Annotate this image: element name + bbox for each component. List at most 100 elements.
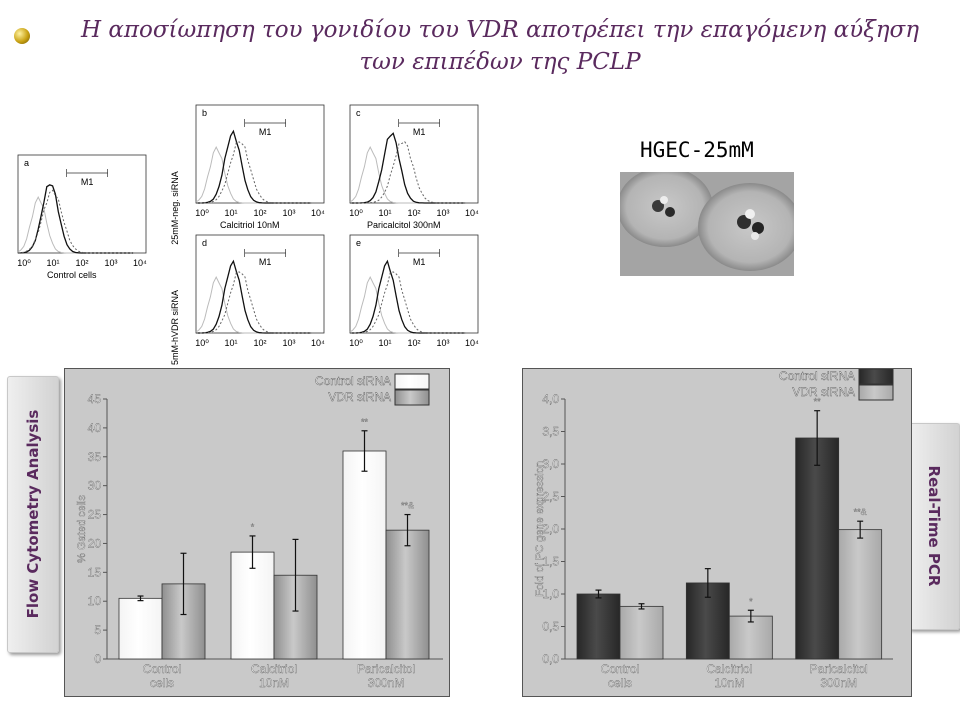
bar-vdr-sirna <box>385 529 430 660</box>
histogram-curve-dark <box>350 259 466 334</box>
histogram-frame <box>349 104 479 204</box>
y-tick-label: 3,0 <box>542 457 559 471</box>
significance-mark: **& <box>854 507 867 517</box>
y-tick-label: 30 <box>88 479 102 493</box>
histogram-x-tick: 10⁰ <box>195 338 209 348</box>
gate-label: M1 <box>81 177 94 187</box>
histogram-x-tick: 10³ <box>282 208 295 218</box>
legend-label: VDR siRNA <box>792 385 855 399</box>
histogram-curve-dotted <box>350 271 466 334</box>
y-tick-label: 2,5 <box>542 490 559 504</box>
histogram-curve-dark <box>17 184 134 254</box>
x-category-label: Paricalcitol <box>810 662 868 676</box>
gate-label: M1 <box>259 257 272 267</box>
legend-swatch <box>394 389 430 406</box>
gene-expression-chart: 0,0 0,5 1,0 1,5 2,0 2,5 3,0 3,5 4,0 Fold of PC ge… <box>534 368 894 690</box>
histogram-x-tick: 10⁴ <box>133 258 147 268</box>
x-category-label: cells <box>150 676 174 690</box>
y-tick-label: 45 <box>88 392 102 406</box>
histogram-panel-letter: a <box>24 158 29 168</box>
histogram-caption: Paricalcitol 300nM <box>367 220 441 230</box>
y-tick-label: 1,5 <box>542 555 559 569</box>
histogram-panel-letter: b <box>202 108 207 118</box>
y-tick-label: 40 <box>88 421 102 435</box>
flow-chart-panel: 0 5 10 15 20 25 30 35 40 45 % Gated cells Control ce… <box>64 368 450 697</box>
histogram-curve-dotted <box>196 271 312 334</box>
y-tick-label: 15 <box>88 565 102 579</box>
bar-control-sirna <box>576 593 621 660</box>
legend-label: Control siRNA <box>779 369 855 383</box>
slide-title-line-2: των επιπέδων της PCLP <box>359 49 641 75</box>
y-tick-label: 2,0 <box>542 522 559 536</box>
histogram-frame <box>195 234 325 334</box>
histogram-x-tick: 10¹ <box>46 258 59 268</box>
histogram-curve-dotted <box>350 141 466 204</box>
bar-vdr-sirna <box>619 605 664 660</box>
x-category-label: cells <box>608 676 632 690</box>
realtime-pcr-tab: Real-Time PCR <box>908 423 960 630</box>
bar-control-sirna <box>795 437 840 660</box>
slide-title-line-1: Η αποσίωπηση του γονιδίου του VDR αποτρέ… <box>80 17 920 43</box>
histogram-x-tick: 10² <box>407 338 420 348</box>
x-category-label: Paricalcitol <box>357 662 415 676</box>
y-tick-label: 25 <box>88 508 102 522</box>
histogram-x-tick: 10⁰ <box>349 208 363 218</box>
x-category-label: 10nM <box>714 676 744 690</box>
significance-mark: **& <box>401 501 414 511</box>
histogram-x-tick: 10³ <box>104 258 117 268</box>
gated-cells-chart: 0 5 10 15 20 25 30 35 40 45 % Gated cells Controlce… <box>76 373 443 690</box>
histogram-frame <box>349 234 479 334</box>
histogram-x-tick: 10³ <box>436 208 449 218</box>
legend-label: VDR siRNA <box>328 390 391 404</box>
histogram-caption: Calcitriol 10nM <box>220 220 280 230</box>
x-category-label: Control <box>601 662 640 676</box>
histogram-curve-light <box>349 275 466 334</box>
y-tick-label: 10 <box>88 594 102 608</box>
bar-control-sirna <box>118 597 163 660</box>
y-tick-label: 0,0 <box>542 652 559 666</box>
histogram-row-label-bottom: 25mM-hVDR siRNA <box>170 290 180 365</box>
x-category-label: 300nM <box>368 676 405 690</box>
bar-vdr-sirna <box>838 529 883 660</box>
histogram-curve-light <box>195 145 312 204</box>
flow-cytometry-tab: Flow Cytometry Analysis <box>7 376 59 653</box>
histogram-x-tick: 10³ <box>436 338 449 348</box>
bullet-icon <box>14 28 30 44</box>
histogram-x-tick: 10¹ <box>224 208 237 218</box>
histogram-x-tick: 10⁰ <box>17 258 31 268</box>
y-tick-label: 4,0 <box>542 392 559 406</box>
x-category-label: 10nM <box>259 676 289 690</box>
legend-swatch <box>858 368 894 385</box>
legend-swatch <box>394 373 430 390</box>
histogram-curve-dark <box>196 259 312 334</box>
histogram-x-tick: 10³ <box>282 338 295 348</box>
histogram-curve-light <box>17 195 134 254</box>
legend-swatch <box>858 384 894 401</box>
pcr-chart-panel: 0,0 0,5 1,0 1,5 2,0 2,5 3,0 3,5 4,0 Fold of PC ge… <box>522 368 912 697</box>
histogram-x-tick: 10¹ <box>378 338 391 348</box>
significance-mark: * <box>749 596 753 606</box>
legend-label: Control siRNA <box>315 374 391 388</box>
histogram-x-tick: 10² <box>253 338 266 348</box>
y-tick-label: 20 <box>88 536 102 550</box>
realtime-pcr-tab-label: Real-Time PCR <box>925 465 943 587</box>
x-category-label: Calcitriol <box>251 662 297 676</box>
histogram-row-label-top: 25mM-neg. siRNA <box>170 171 180 245</box>
histogram-x-tick: 10¹ <box>224 338 237 348</box>
y-tick-label: 35 <box>88 450 102 464</box>
histogram-curve-dotted <box>17 189 134 254</box>
y-tick-label: 1,0 <box>542 587 559 601</box>
x-category-label: 300nM <box>820 676 857 690</box>
histogram-x-tick: 10⁴ <box>465 338 479 348</box>
gate-label: M1 <box>413 127 426 137</box>
histogram-x-tick: 10⁴ <box>311 338 325 348</box>
x-category-label: Calcitriol <box>706 662 752 676</box>
y-tick-label: 0,5 <box>542 620 559 634</box>
histogram-panel-letter: d <box>202 238 207 248</box>
histogram-x-tick: 10⁴ <box>465 208 479 218</box>
y-tick-label: 3,5 <box>542 425 559 439</box>
y-tick-label: 0 <box>94 652 101 666</box>
y-axis-label: Fold of PC gene expression <box>534 461 546 597</box>
gate-label: M1 <box>413 257 426 267</box>
histogram-curve-light <box>195 275 312 334</box>
